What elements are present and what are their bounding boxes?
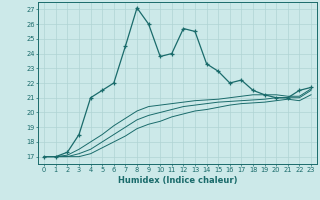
X-axis label: Humidex (Indice chaleur): Humidex (Indice chaleur) <box>118 176 237 185</box>
